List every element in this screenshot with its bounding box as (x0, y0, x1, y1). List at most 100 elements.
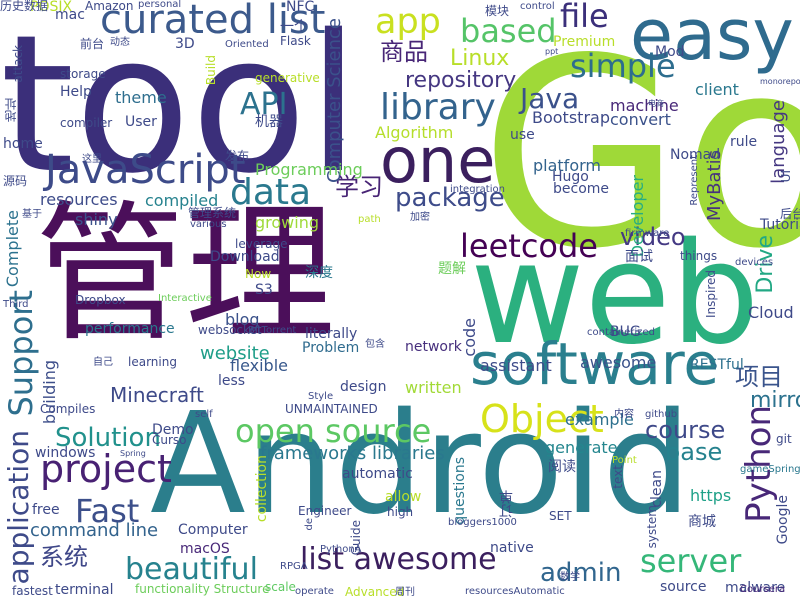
cloud-word: performance (85, 321, 175, 337)
cloud-word: Android (150, 383, 692, 546)
cloud-word: Computer (178, 522, 248, 538)
cloud-word: scale (265, 580, 296, 594)
cloud-word: frameworks libraries (260, 443, 445, 464)
cloud-word: websocket (198, 323, 262, 337)
cloud-word: Interactive (158, 293, 212, 304)
cloud-word: Coursera (740, 584, 786, 595)
cloud-word: 动态 (110, 37, 130, 48)
cloud-word: operate (295, 586, 334, 597)
cloud-word: firmware (625, 228, 670, 239)
cloud-word: containerized (587, 327, 655, 338)
cloud-word: automatic (342, 466, 413, 482)
cloud-word: git (776, 432, 792, 446)
cloud-word: project (40, 447, 172, 491)
cloud-word: Mod (655, 44, 685, 60)
cloud-word: generate (545, 438, 618, 457)
cloud-word: 一个 (280, 19, 308, 35)
cloud-word: Help (60, 84, 92, 100)
cloud-word: 机器 (255, 114, 283, 130)
cloud-word: convert (610, 110, 671, 129)
cloud-word: written (405, 378, 462, 397)
cloud-word: 学习 (335, 173, 383, 201)
cloud-word: malware (725, 580, 786, 596)
cloud-word: Computer Science (324, 18, 345, 183)
cloud-word: admin (540, 558, 622, 588)
cloud-word: 这里 (82, 154, 102, 165)
cloud-word: JavaScript (45, 147, 246, 193)
cloud-word: Spring (120, 449, 146, 458)
cloud-word: 加密 (410, 212, 430, 223)
cloud-word: NFC (286, 0, 315, 15)
cloud-word: functionality Structure (135, 582, 270, 596)
cloud-word: macOS (180, 541, 230, 557)
cloud-word: 商品 (380, 38, 428, 66)
cloud-word: personal (138, 0, 182, 10)
cloud-word: home (3, 136, 43, 152)
cloud-word: library (380, 87, 496, 128)
cloud-word: blog (225, 310, 260, 329)
cloud-word: 地址 (4, 98, 18, 122)
cloud-word: generative (255, 71, 320, 85)
cloud-word: Minecraft (110, 383, 204, 407)
cloud-word: Google (775, 495, 791, 545)
cloud-word: learning (128, 355, 177, 369)
cloud-word: 深度 (305, 265, 333, 281)
cloud-word: example (565, 410, 634, 429)
cloud-word: 模块 (485, 4, 510, 18)
cloud-word: 发布 (225, 149, 250, 163)
cloud-word: compiled (145, 191, 219, 210)
cloud-word: 管理 (35, 188, 336, 362)
cloud-word: course (645, 416, 726, 444)
cloud-word: Developer (628, 175, 647, 258)
cloud-word: integration (450, 184, 505, 195)
cloud-word: 包含 (365, 339, 385, 350)
cloud-word: Nomad (670, 147, 721, 163)
cloud-word: Style (308, 391, 334, 402)
cloud-word: bloggers1000 (448, 517, 517, 528)
cloud-word: 题解 (438, 261, 466, 277)
cloud-word: RESTful (690, 357, 744, 373)
cloud-word: attack (11, 45, 25, 83)
cloud-word: mac (55, 7, 85, 23)
cloud-word: compiler (60, 116, 113, 130)
cloud-word: 数学 (560, 572, 580, 583)
cloud-word: terminal (55, 582, 114, 598)
cloud-word: based (460, 12, 557, 50)
cloud-word: 电商 (648, 99, 664, 108)
cloud-word: Dropbox (75, 293, 126, 307)
cloud-word: awesome (580, 353, 657, 372)
cloud-word: web (470, 213, 760, 376)
cloud-word: high (387, 505, 414, 519)
cloud-word: leetcode (460, 227, 598, 265)
cloud-word: Java (520, 82, 580, 115)
cloud-word: PythonA (320, 544, 362, 555)
cloud-word: fastest (12, 584, 53, 598)
cloud-word: questions (452, 457, 468, 525)
cloud-word: Tutorial (760, 217, 800, 233)
cloud-word: Amazon (85, 0, 134, 13)
cloud-word: 系统 (40, 543, 88, 571)
cloud-word: design (340, 379, 387, 395)
cloud-word: Advanced (345, 585, 405, 599)
cloud-word: Solution (55, 423, 161, 453)
cloud-word: literally (305, 326, 358, 342)
cloud-word: Premium (553, 34, 616, 50)
cloud-word: tool (0, 0, 360, 215)
cloud-word: source (660, 579, 707, 595)
cloud-word: Curso (152, 433, 187, 447)
cloud-word: 前台 (80, 37, 105, 51)
cloud-word: Fast (75, 492, 140, 530)
cloud-word: gameSpring (740, 464, 800, 475)
cloud-word: client (695, 80, 739, 99)
cloud-word: self (195, 409, 213, 420)
cloud-word: https (690, 486, 732, 505)
cloud-word: app (375, 2, 441, 42)
cloud-word: simple (570, 47, 676, 85)
cloud-word: collection (254, 455, 270, 523)
cloud-word: machine (610, 96, 679, 115)
cloud-word: theme (115, 88, 167, 107)
cloud-word: text (611, 465, 625, 489)
cloud-word: command line (30, 520, 159, 541)
cloud-word: Complete (3, 210, 22, 288)
cloud-word: Object (480, 397, 604, 441)
